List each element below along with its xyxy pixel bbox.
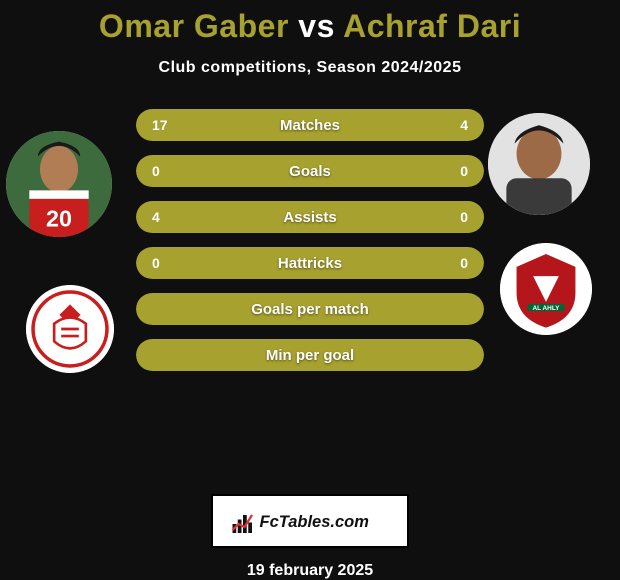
player2-club-logo: AL AHLY — [500, 243, 592, 335]
stat-value-left: 17 — [152, 117, 168, 133]
comparison-body: 20 — [0, 105, 620, 500]
stat-bar: Goals per match — [136, 293, 484, 325]
player2-avatar — [488, 113, 590, 215]
date-label: 19 february 2025 — [247, 562, 373, 580]
svg-text:20: 20 — [46, 205, 72, 231]
vs-label: vs — [298, 8, 335, 44]
player1-club-logo — [26, 285, 114, 373]
stat-bars: 17 4 Matches 0 0 Goals 4 0 Assists 0 0 Hattricks Goa… — [136, 109, 484, 385]
player1-name: Omar Gaber — [99, 8, 289, 44]
stat-value-left: 0 — [152, 255, 160, 271]
stat-value-left: 4 — [152, 209, 160, 225]
player1-avatar: 20 — [6, 131, 112, 237]
svg-text:FcTables.com: FcTables.com — [259, 513, 368, 531]
stat-label: Goals — [289, 163, 331, 180]
player2-name: Achraf Dari — [343, 8, 521, 44]
stat-value-right: 0 — [460, 163, 468, 179]
stat-bar: 17 4 Matches — [136, 109, 484, 141]
stat-value-left: 0 — [152, 163, 160, 179]
brand-logo: FcTables.com — [228, 506, 393, 536]
comparison-card: Omar Gaber vs Achraf Dari Club competiti… — [0, 0, 620, 580]
stat-label: Hattricks — [278, 255, 342, 272]
stat-value-right: 0 — [460, 255, 468, 271]
stat-value-right: 4 — [460, 117, 468, 133]
stat-bar: Min per goal — [136, 339, 484, 371]
brand-logo-box: FcTables.com — [211, 494, 409, 548]
stat-label: Assists — [283, 209, 336, 226]
stat-bar: 0 0 Goals — [136, 155, 484, 187]
page-title: Omar Gaber vs Achraf Dari — [99, 8, 521, 45]
stat-label: Matches — [280, 117, 340, 134]
svg-text:AL AHLY: AL AHLY — [533, 305, 561, 312]
subtitle: Club competitions, Season 2024/2025 — [159, 59, 462, 77]
stat-value-right: 0 — [460, 209, 468, 225]
stat-label: Min per goal — [266, 347, 354, 364]
stat-label: Goals per match — [251, 301, 369, 318]
stat-bar: 0 0 Hattricks — [136, 247, 484, 279]
stat-bar: 4 0 Assists — [136, 201, 484, 233]
